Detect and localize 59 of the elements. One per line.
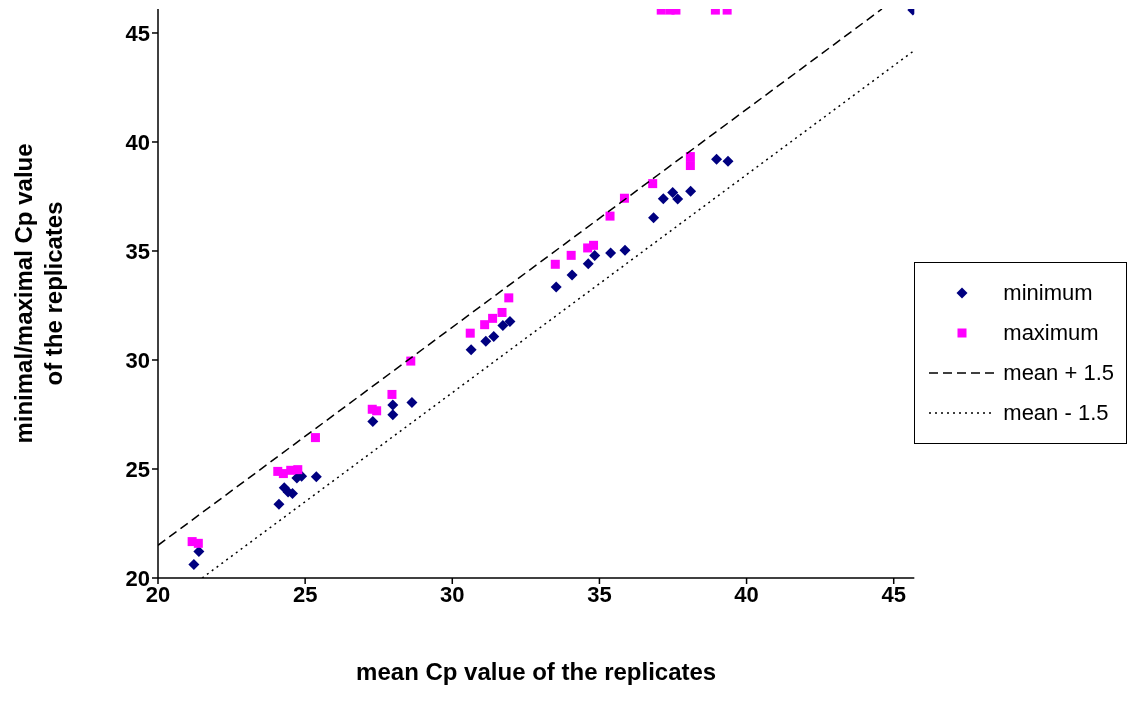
x-tick-label: 45 bbox=[881, 581, 906, 607]
point bbox=[550, 259, 560, 269]
point bbox=[648, 179, 658, 189]
x-tick-label: 25 bbox=[292, 581, 318, 607]
point bbox=[685, 152, 695, 162]
point bbox=[480, 320, 490, 330]
point bbox=[566, 269, 578, 281]
y-tick-label: 30 bbox=[125, 347, 150, 373]
y-tick-label: 40 bbox=[125, 129, 150, 155]
y-tick-label: 25 bbox=[125, 456, 150, 482]
point bbox=[497, 307, 507, 317]
point bbox=[672, 193, 684, 205]
point bbox=[273, 498, 285, 510]
point bbox=[605, 211, 615, 221]
legend-label: mean + 1.5 bbox=[1003, 360, 1114, 386]
point bbox=[387, 409, 399, 421]
point bbox=[188, 558, 200, 570]
point bbox=[488, 313, 498, 323]
point bbox=[310, 471, 322, 483]
point bbox=[480, 335, 492, 347]
y-axis-title: minimal/maximal Cp value of the replicates bbox=[10, 143, 67, 444]
point bbox=[685, 161, 695, 171]
x-tick-label: 40 bbox=[734, 581, 759, 607]
point bbox=[310, 433, 320, 443]
point bbox=[711, 153, 723, 165]
point bbox=[387, 399, 399, 411]
point bbox=[497, 320, 509, 332]
x-axis-title: mean Cp value of the replicates bbox=[356, 658, 717, 685]
legend-label: minimum bbox=[1003, 280, 1093, 306]
point bbox=[193, 546, 205, 558]
point bbox=[667, 187, 679, 199]
point bbox=[589, 240, 599, 250]
point bbox=[193, 538, 203, 548]
point bbox=[504, 316, 516, 328]
legend-label: maximum bbox=[1003, 320, 1099, 346]
x-tick-label: 30 bbox=[440, 581, 465, 607]
point bbox=[465, 344, 477, 356]
point bbox=[619, 244, 631, 256]
point bbox=[648, 212, 660, 224]
point bbox=[504, 293, 514, 303]
point bbox=[550, 281, 562, 293]
point bbox=[293, 465, 303, 475]
point bbox=[657, 193, 669, 205]
point bbox=[465, 328, 475, 338]
x-tick-label: 35 bbox=[587, 581, 612, 607]
point bbox=[367, 415, 379, 427]
point bbox=[406, 397, 418, 408]
point bbox=[566, 250, 576, 260]
point bbox=[722, 155, 734, 167]
y-tick-label: 45 bbox=[125, 20, 150, 46]
point bbox=[685, 185, 697, 197]
legend-label: mean - 1.5 bbox=[1003, 400, 1109, 426]
point bbox=[582, 258, 594, 270]
point bbox=[372, 406, 382, 416]
point bbox=[387, 389, 397, 399]
point bbox=[589, 250, 601, 262]
point bbox=[605, 247, 617, 259]
point bbox=[488, 330, 500, 342]
y-tick-label: 35 bbox=[125, 238, 150, 264]
